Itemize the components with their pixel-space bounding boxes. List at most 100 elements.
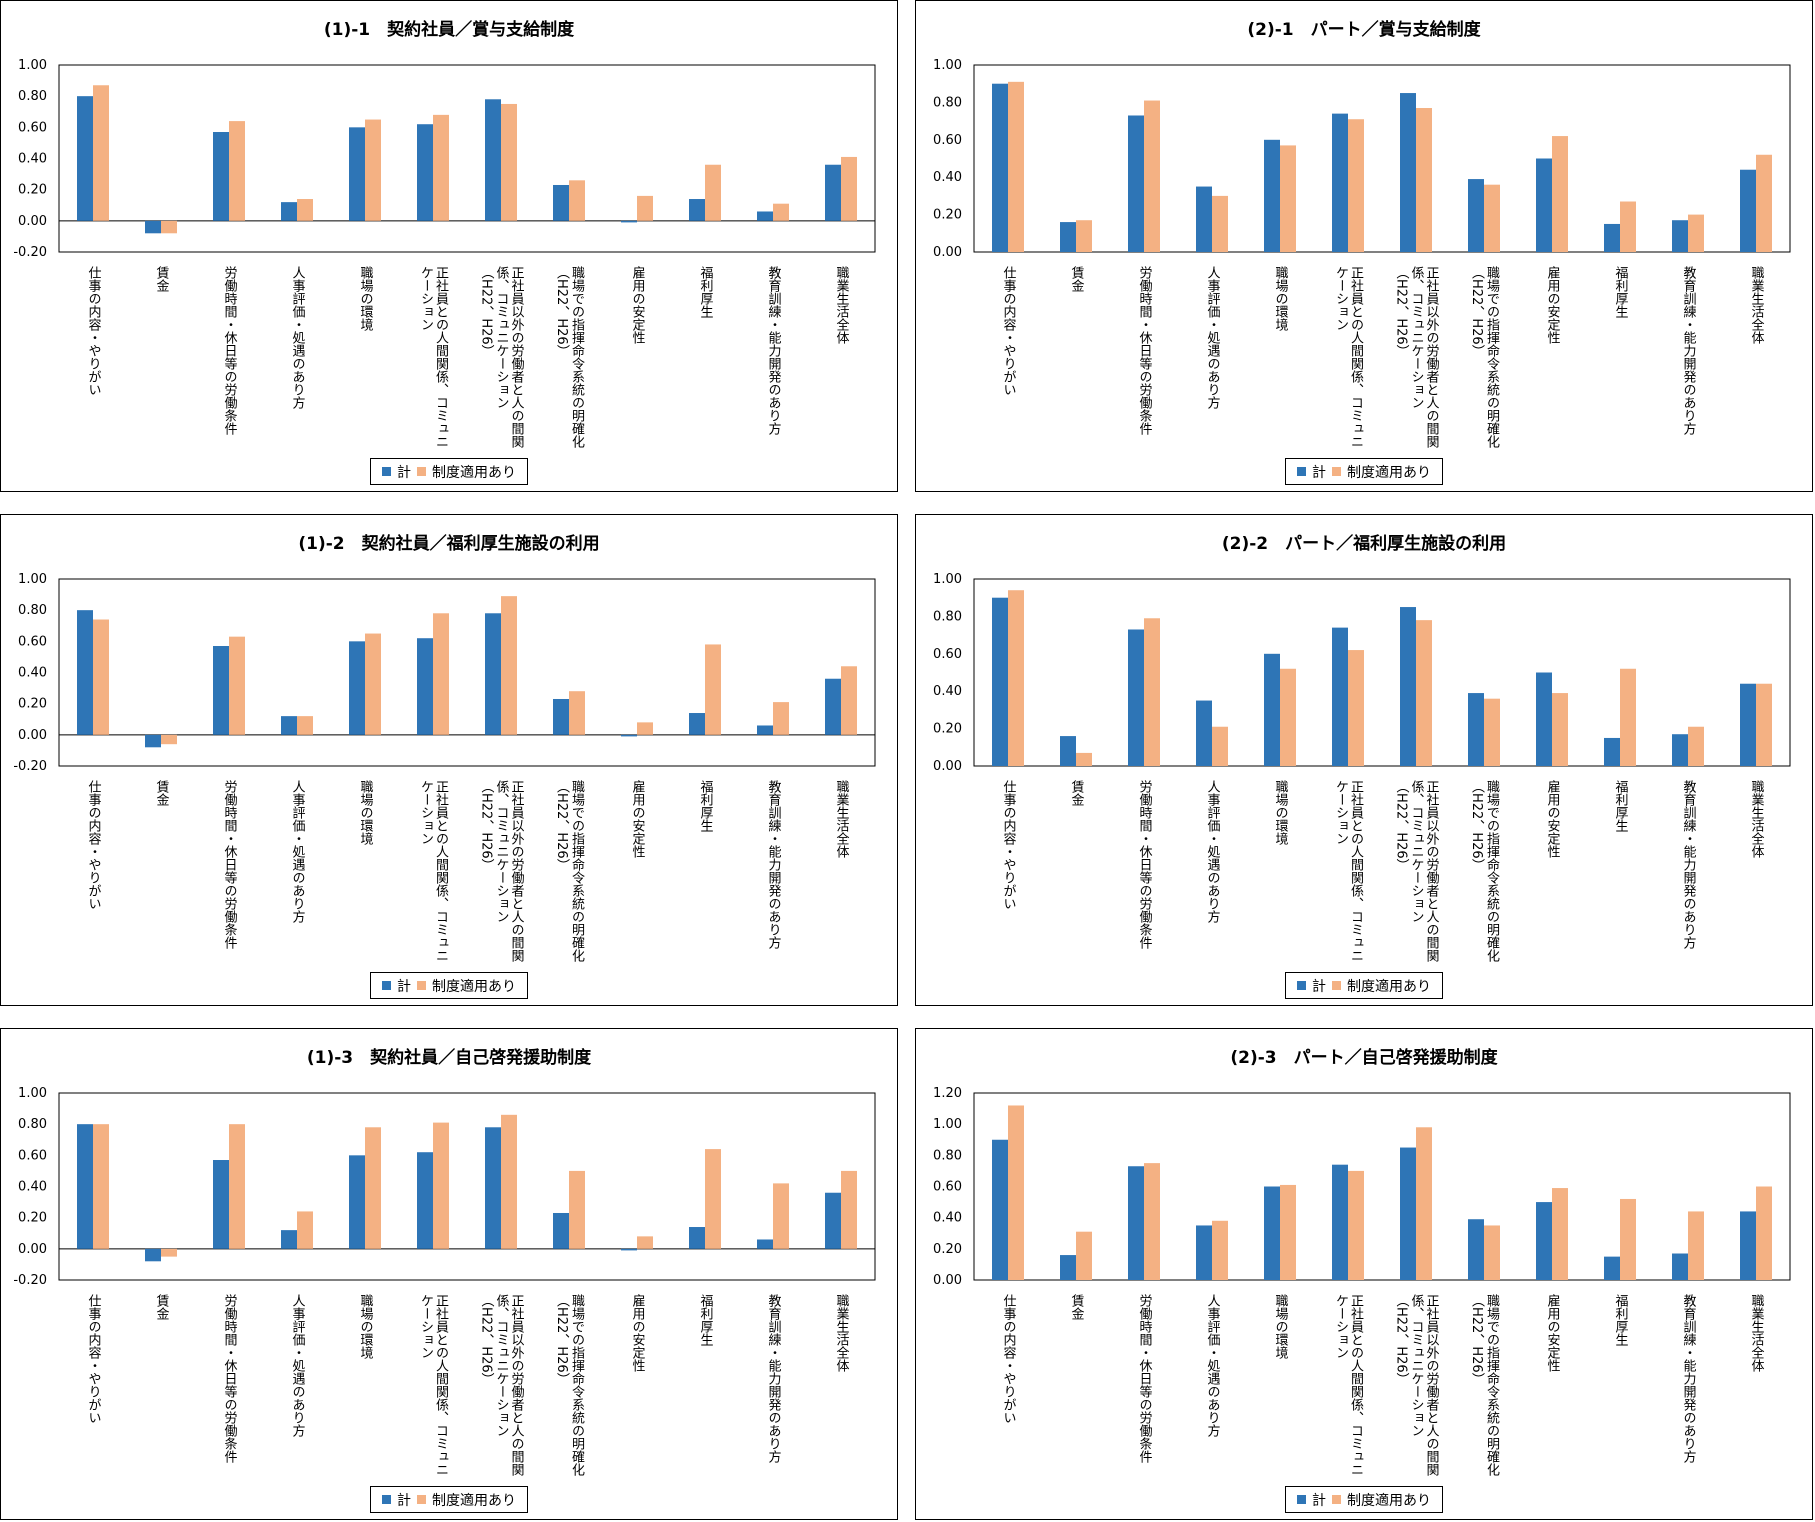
legend-label-applied: 制度適用あり	[432, 978, 516, 995]
y-tick-label: 0.40	[18, 1180, 47, 1195]
category-label: 職場での指揮命令系統の明確化	[569, 780, 585, 963]
legend-swatch-applied	[417, 1495, 426, 1504]
bar-total	[1740, 683, 1756, 766]
category-label: 仕事の内容・やりがい	[1001, 780, 1017, 910]
bar-total	[689, 713, 705, 735]
bar-applied	[1484, 698, 1500, 766]
legend-label-applied: 制度適用あり	[1347, 1492, 1431, 1509]
bar-total	[621, 734, 637, 737]
bar-applied	[1348, 1170, 1364, 1280]
bar-applied	[93, 1124, 109, 1249]
chart-title: (1)-3 契約社員／自己啓発援助制度	[306, 1048, 592, 1068]
category-label: 人事評価・処遇のあり方	[290, 1294, 306, 1438]
legend-label-total: 計	[397, 1492, 411, 1509]
category-label: 職場での指揮命令系統の明確化	[569, 266, 585, 449]
bar-applied	[433, 613, 449, 735]
bar-total	[992, 83, 1008, 252]
bar-total	[1604, 1256, 1620, 1280]
y-tick-label: 0.40	[18, 152, 47, 167]
y-tick-label: 0.00	[933, 1273, 962, 1288]
bar-total	[485, 613, 501, 735]
category-label: 仕事の内容・やりがい	[1001, 1294, 1017, 1424]
bar-total	[485, 99, 501, 221]
y-tick-label: 0.60	[933, 1180, 962, 1195]
bar-applied	[1484, 1225, 1500, 1280]
y-tick-label: 0.20	[933, 1242, 962, 1257]
legend-item-applied: 制度適用あり	[417, 1490, 516, 1510]
legend-label-applied: 制度適用あり	[432, 1492, 516, 1509]
category-label: 人事評価・処遇のあり方	[290, 780, 306, 924]
bar-applied	[1144, 1163, 1160, 1280]
bar-total	[1536, 672, 1552, 766]
category-label: 正社員との人間関係、コミュニ	[1348, 266, 1364, 448]
plot-area-frame	[58, 1092, 876, 1281]
bar-applied	[433, 114, 449, 221]
category-label: 職場での指揮命令系統の明確化	[1484, 780, 1500, 963]
y-tick-label: 0.80	[933, 95, 962, 110]
bar-applied	[637, 1236, 653, 1249]
category-label: 福利厚生	[698, 1294, 714, 1346]
y-tick-label: 0.60	[18, 120, 47, 135]
category-label: 正社員以外の労働者と人の間関	[509, 266, 525, 449]
category-label: 人事評価・処遇のあり方	[1205, 1294, 1221, 1438]
bar-total	[1672, 1253, 1688, 1280]
bar-total	[1060, 222, 1076, 252]
category-label: ケーション	[1333, 1294, 1348, 1359]
bar-applied	[1144, 100, 1160, 252]
bar-total	[1468, 179, 1484, 252]
category-label: 係、コミュニケーション	[494, 266, 510, 409]
bar-total	[992, 1139, 1008, 1280]
category-label: （H22、H26）	[479, 780, 495, 872]
bar-applied	[1008, 81, 1024, 252]
legend-label-total: 計	[397, 978, 411, 995]
legend-label-total: 計	[1312, 464, 1326, 481]
bar-applied	[569, 691, 585, 735]
category-label: 労働時間・休日等の労働条件	[222, 1294, 238, 1463]
category-label: ケーション	[418, 780, 433, 845]
category-label: ケーション	[1333, 780, 1348, 845]
plot-area-frame	[58, 578, 876, 767]
legend-item-applied: 制度適用あり	[1332, 976, 1431, 996]
category-label: 労働時間・休日等の労働条件	[1137, 266, 1153, 435]
y-tick-label: 0.20	[18, 1211, 47, 1226]
bar-total	[485, 1127, 501, 1249]
category-label: （H22、H26）	[554, 780, 570, 872]
bar-applied	[501, 103, 517, 221]
bar-total	[1128, 1166, 1144, 1280]
bar-applied	[1348, 119, 1364, 252]
category-label: 労働時間・休日等の労働条件	[222, 266, 238, 435]
bar-total	[417, 1152, 433, 1249]
category-label: 職業生活全体	[834, 1294, 850, 1372]
y-tick-label: 1.00	[18, 1086, 47, 1101]
bar-total	[213, 646, 229, 735]
bar-applied	[365, 1127, 381, 1249]
category-label: 雇用の安定性	[1545, 779, 1561, 858]
category-label: 雇用の安定性	[630, 265, 646, 344]
bar-total	[1196, 186, 1212, 252]
bar-applied	[365, 119, 381, 221]
category-label: 人事評価・処遇のあり方	[290, 266, 306, 410]
bar-total	[1196, 700, 1212, 766]
category-label: 賃金	[154, 780, 170, 806]
bar-applied	[1076, 752, 1092, 766]
chart-panel-1-2: (1)-2 契約社員／福利厚生施設の利用 1.00 0.80 0.60 0.40 0.2…	[0, 514, 898, 1006]
category-label: 賃金	[1069, 266, 1085, 292]
bar-total	[1264, 1186, 1280, 1280]
bar-applied	[501, 596, 517, 735]
bar-applied	[1212, 195, 1228, 252]
bar-total	[1604, 737, 1620, 766]
bar-total	[1536, 1202, 1552, 1280]
y-tick-label: 1.00	[18, 572, 47, 587]
chart-legend: 計 制度適用あり	[370, 972, 528, 999]
bar-applied	[1212, 726, 1228, 766]
y-tick-label: 1.00	[18, 58, 47, 73]
y-tick-label: 0.40	[933, 684, 962, 699]
category-label: 職業生活全体	[834, 266, 850, 344]
chart-title: (1)-1 契約社員／賞与支給制度	[323, 20, 575, 40]
y-tick-label: 0.00	[933, 759, 962, 774]
plot-area-frame	[973, 1092, 1791, 1281]
bar-applied	[93, 619, 109, 735]
bar-total	[1332, 113, 1348, 253]
legend-item-total: 計	[382, 462, 411, 482]
bar-total	[1672, 734, 1688, 766]
